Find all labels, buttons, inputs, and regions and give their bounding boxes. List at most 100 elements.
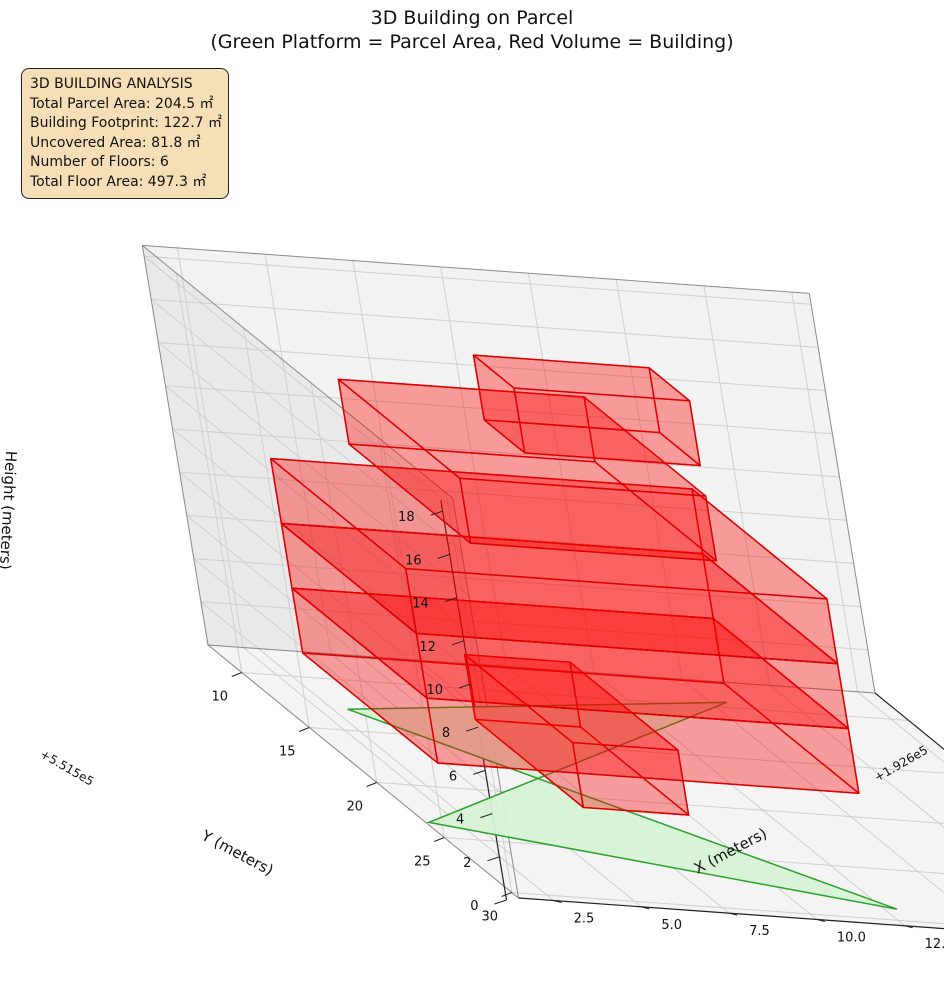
grid-line-x-wall [791,292,858,692]
uncovered-area-text: Uncovered Area: 81.8 ㎡ [30,134,201,151]
z-tick [473,769,486,775]
chart-title-line1: 3D Building on Parcel [370,7,574,29]
z-tick-label: 0 [470,899,478,914]
floor-area-text: Total Floor Area: 497.3 ㎡ [30,173,207,190]
grid-line-z-back [179,471,847,521]
grid-line-z-back [158,342,826,392]
grid-line-z-back [151,298,819,348]
x-tick-label: 7.5 [749,924,770,939]
grid-line-x-wall [176,247,244,648]
grid-line-z-side [172,428,484,683]
y-axis-label: Y (meters) [198,826,277,879]
building-face [464,653,679,751]
z-tick [458,683,472,689]
z-tick-label: 14 [412,597,429,612]
z-tick [437,553,450,559]
grid-line-x-wall [615,279,683,680]
z-axis-label: Height (meters) [0,450,20,570]
grid-line-z-back [193,558,861,608]
z-tick [480,813,493,819]
z-tick [430,510,443,516]
analysis-box: 3D BUILDING ANALYSIS Total Parcel Area: … [21,68,229,199]
grid-line-x-floor [857,691,944,763]
z-tick-label: 18 [398,510,415,525]
z-tick [465,726,479,732]
x-tick-label: 5.0 [661,918,682,933]
z-tick-label: 4 [456,813,464,828]
x-tick-label: 10.0 [837,930,866,945]
grid-line-x-floor [242,647,554,901]
footprint-text: Building Footprint: 122.7 ㎡ [30,115,223,131]
grid-line-z-side [157,342,470,596]
y-axis-line [874,692,944,750]
grid-line-z-back [172,428,840,478]
y-tick [299,727,310,732]
grid-line-z-side [165,385,477,640]
pane-edge [207,644,519,899]
chart-title-line2: (Green Platform = Parcel Area, Red Volum… [210,31,734,53]
z-tick-label: 6 [449,769,457,784]
grid-line-z-side [150,299,463,553]
grid-line-y-floor [511,892,944,925]
x-tick [729,912,738,916]
y-tick-label: 20 [346,800,363,815]
grid-line-z-back [186,514,854,564]
grid-line-x-floor [418,659,730,914]
analysis-heading: 3D BUILDING ANALYSIS [30,76,193,92]
building-block [464,653,690,816]
y-tick [434,837,445,842]
grid-line-z-side [143,255,455,510]
y-tick-label: 30 [481,910,498,925]
z-tick-label: 2 [463,856,471,871]
z-tick [494,899,507,905]
grid-line-x-wall [440,266,507,667]
x-tick-label: 12.5 [925,937,944,952]
building-block [291,587,860,794]
parcel-area-text: Total Parcel Area: 204.5 ㎡ [30,95,214,112]
y-tick-label: 15 [279,745,296,760]
grid-line-x-floor [330,653,642,908]
y-tick-label: 25 [414,855,431,870]
pane-edge [141,245,209,646]
z-tick-label: 12 [419,640,436,655]
y-offset-label: +5.515e5 [38,747,96,789]
grid-line-z-back [165,385,833,435]
plot-shapes [270,354,898,910]
x-tick [904,925,913,929]
y-tick [231,672,242,677]
pane-edge [808,293,876,694]
building-face [472,354,691,402]
grid-line-y-wall [175,272,243,673]
grid-line-z-back [200,601,868,651]
z-tick-label: 8 [442,726,450,741]
grid-line-z-side [179,471,491,726]
z-tick [451,640,465,646]
grid-line-x-wall [352,260,420,661]
y-tick [501,892,512,897]
grid-line-y-wall [243,327,310,728]
y-tick-label: 10 [211,690,228,705]
y-tick [366,782,377,787]
grid-line-x-floor [769,685,944,829]
pane-edge [207,644,876,694]
building-block [472,354,701,467]
parcel-platform [347,701,898,910]
grid-line-x-wall [527,273,595,673]
x-tick [641,906,650,910]
z-tick-label: 10 [426,683,443,698]
floors-text: Number of Floors: 6 [30,154,169,170]
grid-line-z-back [144,255,812,305]
grid-line-y-wall [378,437,445,838]
pane-edge [142,245,454,499]
grid-line-x-wall [703,285,771,686]
grid-line-z-side [193,558,505,812]
grid-line-x-wall [264,254,332,654]
z-tick [487,856,500,862]
x-axis-line [518,897,944,930]
grid-line-x-floor [681,678,944,894]
x-tick-label: 2.5 [574,912,595,927]
z-tick [444,597,457,603]
x-tick [816,918,826,922]
pane-edge [142,244,810,294]
